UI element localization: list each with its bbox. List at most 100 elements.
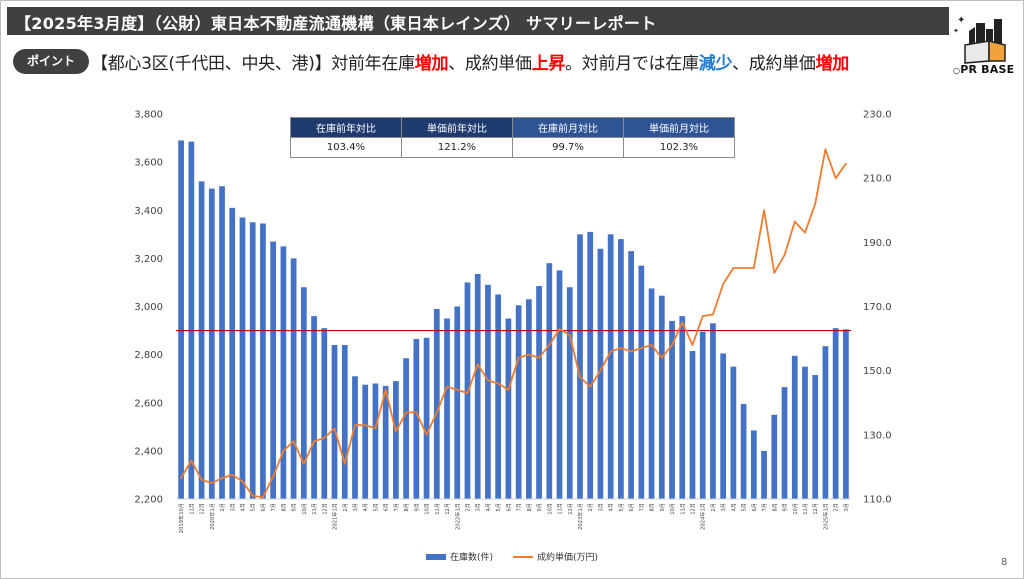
price-point	[466, 392, 469, 395]
y-left-tick-label: 3,000	[134, 302, 163, 313]
bar	[740, 403, 747, 499]
bar	[679, 316, 686, 499]
price-point	[272, 475, 275, 478]
bar	[597, 248, 604, 499]
x-tick-label: 11月	[679, 503, 686, 515]
price-point	[681, 321, 684, 324]
x-tick-label: 6月	[505, 503, 512, 512]
x-tick-label: 11月	[434, 503, 441, 515]
bar	[229, 207, 236, 499]
headline-text: 、成約単価	[448, 54, 532, 74]
bar	[219, 186, 225, 499]
price-point	[487, 379, 489, 382]
bar	[669, 320, 675, 499]
kpi-value: 103.4%	[290, 137, 402, 158]
price-point	[783, 254, 786, 257]
price-point	[824, 148, 827, 151]
x-tick-label: 5月	[618, 503, 625, 512]
title-bar: 【2025年3月度】（公財）東日本不動産流通機構（東日本レインズ） サマリーレポ…	[7, 7, 949, 35]
x-tick-label: 11月	[188, 503, 195, 515]
price-point	[589, 385, 592, 388]
bar	[812, 375, 819, 499]
price-point	[241, 480, 244, 483]
x-tick-label: 2024年1月	[699, 503, 707, 530]
price-point	[200, 478, 203, 481]
x-tick-label: 12月	[199, 503, 206, 515]
price-point	[476, 363, 479, 366]
page-number: 8	[1001, 557, 1008, 568]
price-point	[844, 162, 847, 165]
price-point	[660, 356, 663, 359]
x-tick-label: 8月	[649, 503, 656, 512]
svg-text:✦: ✦	[957, 15, 965, 26]
bar	[208, 188, 215, 499]
bar	[628, 251, 634, 499]
price-point	[190, 459, 193, 462]
x-tick-label: 2月	[833, 503, 840, 512]
bar	[290, 258, 297, 499]
x-tick-label: 5月	[372, 503, 379, 512]
kpi-value: 102.3%	[623, 137, 735, 158]
price-point	[333, 427, 336, 430]
x-tick-label: 4月	[485, 503, 492, 512]
price-point	[292, 440, 295, 443]
price-point	[282, 449, 285, 452]
x-tick-label: 7月	[638, 503, 645, 512]
x-tick-label: 2月	[342, 503, 349, 512]
kpi-header: 在庫前年対比	[290, 117, 402, 138]
x-tick-label: 7月	[516, 503, 523, 512]
y-left-tick-label: 3,800	[134, 110, 163, 121]
bar	[566, 287, 573, 499]
bar	[546, 263, 553, 499]
x-tick-label: 2月	[710, 503, 717, 512]
price-point	[323, 437, 326, 439]
kpi-header: 在庫前月対比	[512, 117, 624, 138]
bar	[423, 337, 430, 499]
legend-label: 在庫数(件)	[450, 551, 493, 563]
bar	[372, 383, 379, 499]
bar	[331, 345, 338, 499]
y-right-tick-label: 150.0	[863, 366, 892, 377]
bar	[321, 328, 328, 499]
price-point	[701, 315, 704, 318]
x-tick-label: 2021年1月	[331, 503, 339, 530]
price-point	[302, 462, 305, 465]
bar	[444, 318, 450, 499]
y-left-tick-label: 3,600	[134, 158, 163, 169]
bar	[352, 376, 358, 499]
x-tick-label: 6月	[260, 503, 267, 512]
price-point	[364, 424, 367, 427]
x-tick-label: 7月	[270, 503, 277, 512]
headline-text: 【都心3区(千代田、中央、港)】対前年在庫	[91, 54, 415, 74]
bar	[474, 274, 481, 499]
x-tick-label: 11月	[557, 503, 564, 515]
kpi-table: 在庫前年対比 単価前年対比 在庫前月対比 単価前月対比 103.4% 121.2…	[290, 117, 735, 158]
price-point	[384, 389, 387, 391]
price-point	[210, 482, 213, 484]
headline-text: 、成約単価	[732, 54, 816, 74]
x-tick-label: 6月	[628, 503, 635, 512]
price-point	[405, 411, 408, 414]
x-tick-label: 5月	[495, 503, 502, 512]
bar	[658, 295, 665, 499]
bar	[280, 246, 287, 499]
bar	[843, 329, 849, 499]
price-point	[446, 385, 448, 388]
bar	[822, 346, 829, 499]
bar	[802, 366, 808, 499]
x-tick-label: 12月	[321, 503, 328, 515]
bar	[270, 241, 277, 499]
bar	[515, 305, 522, 499]
bar	[750, 430, 757, 499]
x-tick-label: 12月	[812, 503, 819, 515]
x-tick-label: 3月	[597, 503, 604, 512]
page-title: 【2025年3月度】（公財）東日本不動産流通機構（東日本レインズ） サマリーレポ…	[15, 14, 657, 33]
logo-dot: ○	[953, 66, 961, 75]
x-tick-label: 3月	[843, 503, 850, 512]
logo-text: ○PR BASE	[953, 63, 1014, 76]
headline: 【都心3区(千代田、中央、港)】対前年在庫増加、成約単価上昇。対前月では在庫減少…	[91, 49, 849, 74]
x-tick-label: 8月	[280, 503, 287, 512]
bar	[536, 286, 542, 499]
price-point	[599, 369, 602, 372]
